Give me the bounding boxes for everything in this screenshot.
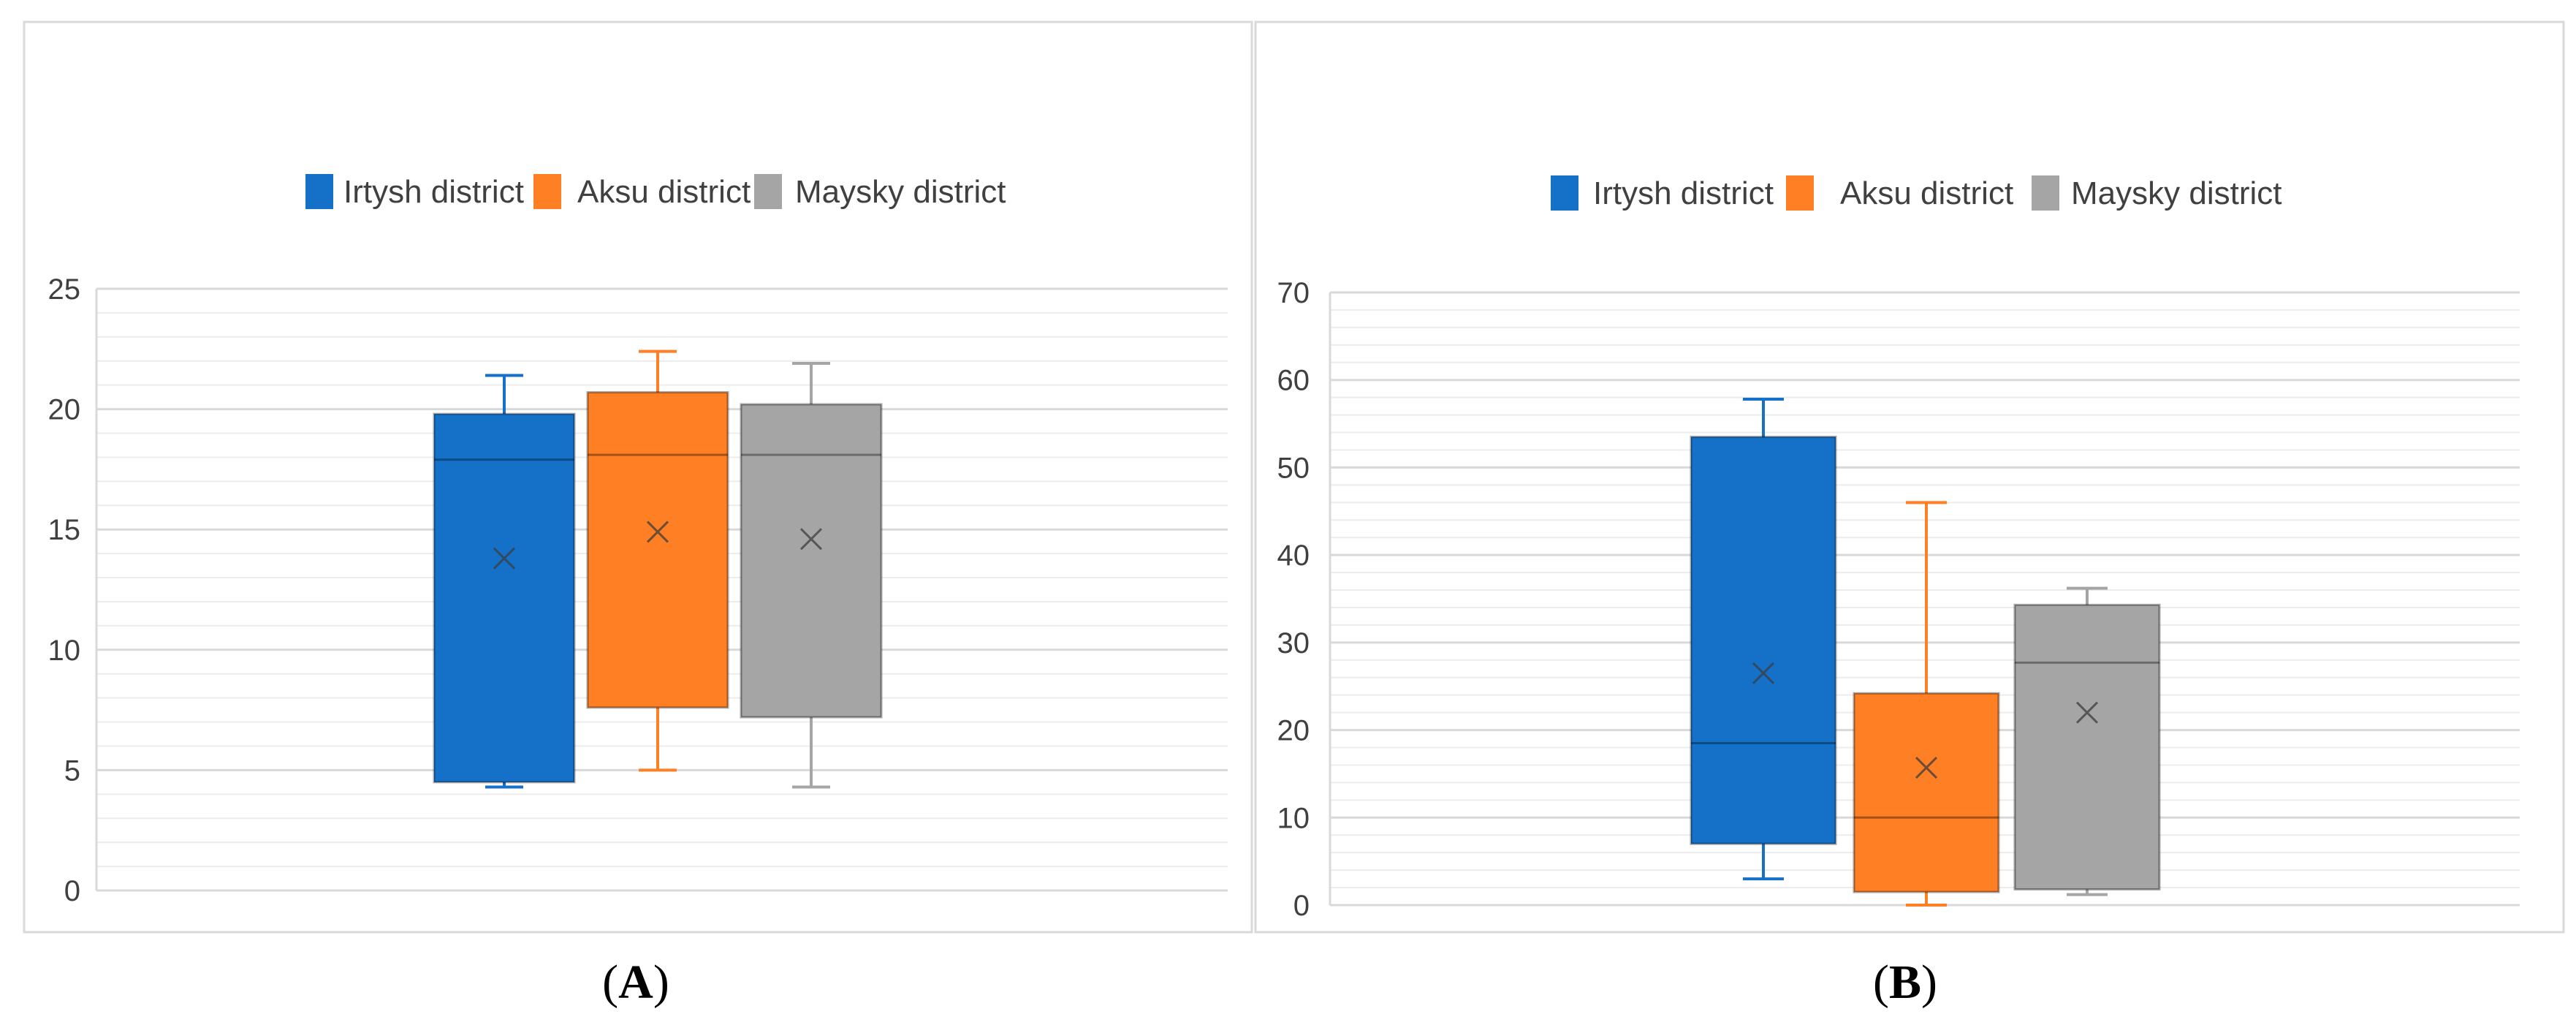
mean-marker xyxy=(1752,662,1775,684)
legend-item-maysky: Maysky district xyxy=(2032,175,2281,211)
y-tick-label: 5 xyxy=(64,754,80,787)
y-tick-label: 20 xyxy=(48,394,81,426)
gridlines-a xyxy=(96,287,1228,892)
iqr-box xyxy=(1690,436,1837,845)
legend-item-maysky: Maysky district xyxy=(754,174,1006,210)
y-tick-label: 40 xyxy=(1277,540,1310,572)
legend-swatch xyxy=(533,174,561,209)
chart-panel-a: 0 5 10 15 20 25 Irtysh district Aksu district Ma… xyxy=(48,174,1228,907)
mean-marker xyxy=(2075,701,2099,724)
box-maysky xyxy=(740,362,883,789)
y-tick-label: 20 xyxy=(1277,715,1310,747)
legend-swatch xyxy=(2032,175,2059,211)
legend-swatch xyxy=(305,174,333,209)
y-tick-label: 0 xyxy=(64,875,80,907)
mean-marker xyxy=(1915,756,1938,779)
legend-label: Maysky district xyxy=(2071,175,2281,211)
box-irtysh xyxy=(433,374,576,789)
y-tick-label: 15 xyxy=(48,514,81,546)
iqr-box xyxy=(2013,603,2161,890)
y-tick-label: 60 xyxy=(1277,365,1310,397)
legend-label: Aksu district xyxy=(577,174,751,210)
box-maysky xyxy=(2013,586,2161,896)
legend-item-aksu: Aksu district xyxy=(1786,175,2013,211)
panel-label-b: (B) xyxy=(1873,956,1937,1009)
box-aksu xyxy=(586,349,729,772)
legend-label: Irtysh district xyxy=(343,174,524,210)
box-aksu xyxy=(1853,501,2000,907)
legend-swatch xyxy=(1551,175,1578,211)
panel-label-b-letter: B xyxy=(1889,956,1921,1009)
y-tick-label: 25 xyxy=(48,273,81,306)
panel-label-a-letter: A xyxy=(618,956,653,1009)
y-tick-label: 10 xyxy=(1277,802,1310,834)
legend-swatch xyxy=(754,174,782,209)
iqr-box xyxy=(740,403,883,719)
mean-marker xyxy=(646,521,669,543)
iqr-box xyxy=(586,391,729,709)
legend-label: Irtysh district xyxy=(1593,175,1774,211)
legend-item-aksu: Aksu district xyxy=(533,174,751,210)
mean-marker xyxy=(493,547,516,570)
y-tick-label: 10 xyxy=(48,635,81,667)
legend-label: Maysky district xyxy=(795,174,1006,210)
y-tick-label: 30 xyxy=(1277,627,1310,659)
chart-panel-b: 0 10 20 30 40 50 60 70 Irtysh district Aksu distr… xyxy=(1277,175,2520,922)
panel-label-a: (A) xyxy=(602,956,669,1009)
y-tick-label: 0 xyxy=(1293,890,1310,922)
legend-label: Aksu district xyxy=(1840,175,2013,211)
mean-marker xyxy=(799,528,823,551)
iqr-box xyxy=(1853,692,2000,893)
iqr-box xyxy=(433,412,576,784)
legend-swatch xyxy=(1786,175,1814,211)
legend-item-irtysh: Irtysh district xyxy=(1551,175,1774,211)
box-irtysh xyxy=(1690,398,1837,881)
y-tick-label: 70 xyxy=(1277,277,1310,309)
y-tick-label: 50 xyxy=(1277,452,1310,484)
legend-item-irtysh: Irtysh district xyxy=(305,174,524,210)
